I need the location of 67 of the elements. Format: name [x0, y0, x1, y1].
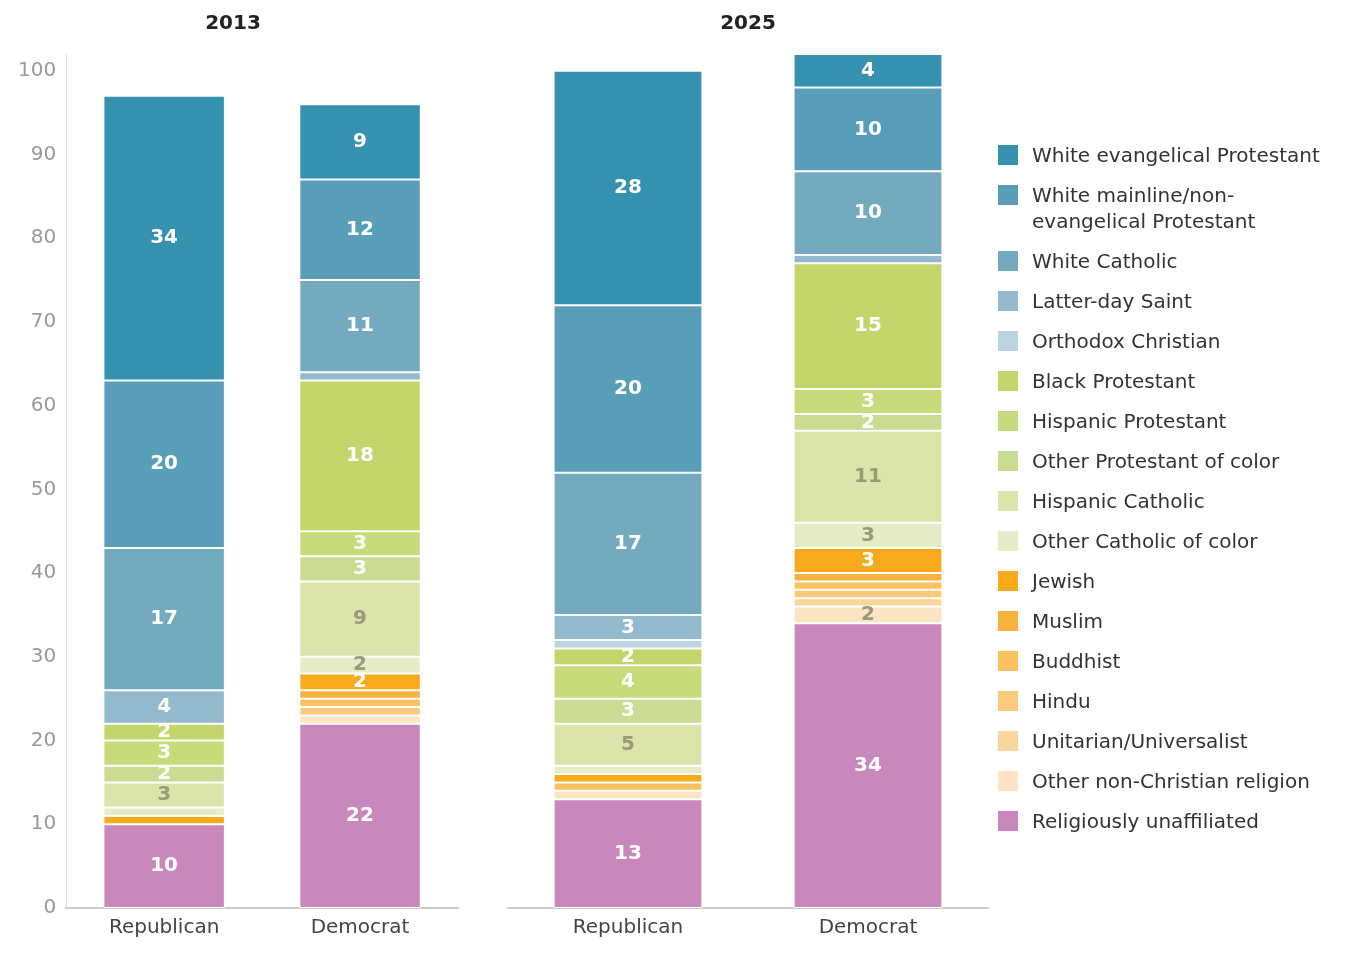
x-tick-label: Republican [108, 914, 220, 939]
y-tick-label: 80 [30, 224, 57, 249]
legend-label: Other Catholic of color [1032, 528, 1258, 554]
x-tick-label: Democrat [818, 914, 918, 939]
data-label: 3 [157, 739, 172, 764]
legend-label: Religiously unaffiliated [1032, 808, 1259, 834]
y-tick-label: 70 [30, 308, 57, 333]
data-label: 13 [614, 839, 642, 864]
legend-label: Unitarian/Universalist [1032, 728, 1248, 754]
data-label: 20 [614, 375, 642, 400]
data-label: 18 [346, 442, 374, 467]
y-tick-label: 60 [30, 391, 57, 416]
legend-label: Hispanic Catholic [1032, 488, 1205, 514]
data-label: 12 [346, 216, 374, 241]
data-label: 28 [614, 174, 642, 199]
data-label: 4 [621, 668, 635, 693]
data-label: 5 [621, 730, 635, 755]
legend-label: Latter-day Saint [1032, 288, 1192, 314]
data-label: 4 [861, 56, 875, 81]
legend-label: Jewish [1032, 568, 1096, 594]
y-tick-label: 20 [30, 726, 57, 751]
data-label: 3 [353, 555, 367, 580]
chart-title: 2025 [720, 10, 776, 35]
data-label: 3 [861, 546, 875, 571]
data-label: 10 [854, 115, 882, 140]
y-tick-label: 90 [30, 140, 57, 165]
data-label: 17 [150, 605, 179, 630]
data-label: 10 [854, 199, 882, 224]
data-label: 11 [854, 463, 882, 488]
data-label: 17 [614, 530, 642, 554]
data-label: 34 [150, 224, 179, 249]
legend-label: Hindu [1032, 688, 1091, 714]
data-label: 3 [621, 697, 635, 722]
legend-label: Orthodox Christian [1032, 328, 1221, 354]
legend-label: White evangelical Protestant [1032, 142, 1320, 168]
legend-label: Black Protestant [1032, 368, 1196, 394]
data-label: 9 [353, 128, 367, 153]
y-tick-label: 100 [17, 56, 57, 81]
y-tick-label: 50 [30, 475, 57, 500]
data-label: 10 [150, 852, 179, 877]
y-tick-label: 40 [30, 559, 57, 584]
data-label: 22 [346, 802, 374, 827]
y-tick-label: 30 [30, 643, 57, 668]
data-label: 20 [150, 450, 179, 475]
data-label: 3 [353, 530, 367, 554]
data-label: 3 [621, 613, 635, 638]
legend-label: Muslim [1032, 608, 1103, 634]
y-tick-label: 0 [43, 894, 57, 919]
legend-label: Other non-Christian religion [1032, 768, 1310, 794]
legend-label: White Catholic [1032, 248, 1178, 274]
x-tick-label: Democrat [310, 914, 410, 939]
data-label: 9 [353, 605, 367, 630]
data-label: 15 [854, 312, 882, 337]
x-tick-label: Republican [572, 914, 684, 939]
legend-label: Other Protestant of color [1032, 448, 1280, 474]
data-label: 4 [157, 693, 172, 718]
chart-title: 2013 [205, 10, 261, 35]
data-label: 34 [854, 751, 882, 776]
data-label: 2 [861, 601, 875, 626]
data-label: 11 [346, 312, 374, 337]
data-label: 3 [861, 521, 875, 546]
legend-label: Buddhist [1032, 648, 1121, 674]
legend-label: White mainline/non-evangelical Protestant [1032, 182, 1257, 234]
data-label: 3 [861, 387, 875, 412]
data-label: 3 [157, 781, 172, 806]
y-tick-label: 10 [30, 810, 57, 835]
legend-label: Hispanic Protestant [1032, 408, 1227, 434]
